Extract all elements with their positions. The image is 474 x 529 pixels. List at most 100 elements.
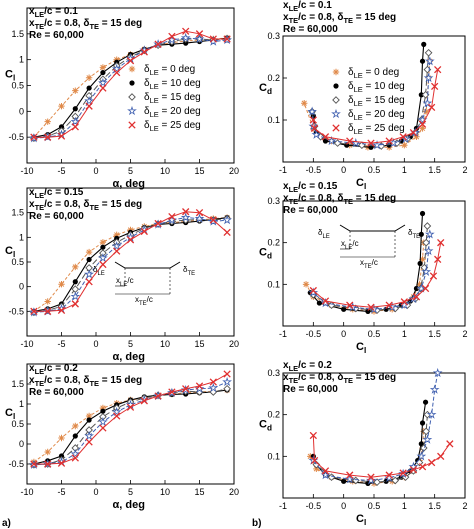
data-point — [44, 448, 51, 456]
data-point — [44, 298, 51, 305]
data-point — [182, 385, 190, 393]
data-point — [195, 209, 204, 217]
data-point — [391, 476, 400, 485]
data-point — [168, 212, 176, 221]
data-point — [100, 69, 106, 76]
y-axis-label: Cd​ — [259, 82, 272, 96]
y-tick-label: -0.5 — [8, 306, 24, 316]
y-tick-label: 0.1 — [267, 115, 280, 125]
data-point — [446, 440, 454, 448]
series-25-deg — [30, 370, 231, 468]
data-point — [408, 461, 419, 471]
data-point — [385, 301, 393, 309]
data-point — [168, 32, 176, 41]
xle-label: xLE​/c — [116, 276, 134, 288]
y-tick-label: 0.3 — [267, 31, 280, 41]
data-point — [126, 236, 135, 244]
legend-marker — [129, 80, 135, 86]
series-20-deg — [308, 229, 435, 314]
data-point — [84, 269, 94, 279]
data-point — [180, 212, 191, 222]
data-point — [72, 422, 79, 430]
x-tick-label: -10 — [20, 166, 33, 176]
chart-b3: -1 -0.5 0 0.5 1 1.5 2 0.1 0.2 0.3 Cl​ Cd​ xLE​/c = 0… — [259, 360, 468, 527]
data-point — [373, 478, 381, 487]
legend-entry: δLE​ = 15 deg — [348, 95, 405, 108]
x-tick-label: 5 — [128, 166, 133, 176]
data-point — [370, 308, 378, 315]
x-axis-label: Cl​ — [356, 341, 366, 355]
annotation-line: xTE​/c = 0.8, δTE​ = 15 deg — [29, 18, 142, 31]
x-tick-label: 0 — [341, 329, 346, 339]
series-25-deg — [30, 208, 231, 315]
annotation-line: xTE​/c = 0.8, δTE​ = 15 deg — [283, 193, 396, 206]
data-point — [113, 247, 121, 255]
data-point — [309, 431, 317, 440]
data-point — [194, 213, 205, 223]
data-point — [399, 469, 407, 477]
y-tick-label: 0.2 — [267, 238, 280, 248]
data-point — [367, 473, 375, 481]
legend-marker — [333, 83, 339, 89]
x-tick-label: -5 — [57, 166, 65, 176]
x-tick-label: 0 — [341, 501, 346, 511]
series-line — [33, 37, 228, 139]
data-point — [85, 248, 93, 256]
series-25-deg — [309, 65, 442, 147]
data-point — [71, 123, 79, 131]
x-tick-label: 0.5 — [368, 501, 381, 511]
data-point — [113, 68, 121, 77]
data-point — [370, 480, 378, 487]
data-point — [99, 239, 107, 246]
x-tick-label: 5 — [128, 487, 133, 497]
data-point — [58, 281, 65, 288]
data-point — [70, 116, 81, 126]
series-25-deg — [30, 27, 231, 141]
data-point — [209, 216, 217, 224]
xle-label: xLE​/c — [341, 239, 359, 251]
data-point — [223, 370, 231, 378]
y-tick-label: -0.5 — [8, 459, 24, 469]
x-tick-label: 20 — [229, 339, 239, 349]
legend-entry: δLE​ = 25 deg — [348, 123, 405, 136]
data-point — [70, 448, 81, 459]
data-point — [418, 463, 427, 471]
data-point — [182, 27, 190, 35]
data-point — [154, 219, 162, 228]
data-point — [86, 256, 92, 263]
y-tick-label: 0.5 — [11, 419, 24, 429]
data-point — [422, 434, 433, 444]
data-point — [30, 460, 38, 468]
data-point — [367, 139, 375, 147]
data-point — [57, 132, 66, 140]
y-axis-label: Cl​ — [5, 69, 15, 83]
data-point — [372, 140, 382, 150]
data-point — [222, 376, 232, 387]
data-point — [307, 453, 314, 460]
data-point — [426, 409, 437, 419]
x-tick-label: 20 — [229, 166, 239, 176]
data-point — [140, 227, 148, 236]
data-point — [125, 232, 136, 242]
annotation-line: xLE​/c = 0.1 — [29, 6, 78, 19]
series-line — [312, 242, 442, 308]
data-point — [309, 286, 317, 295]
data-point — [111, 63, 122, 74]
legend-entry: δLE​ = 20 deg — [348, 109, 405, 122]
x-tick-label: 10 — [160, 487, 170, 497]
x-tick-label: -10 — [20, 487, 33, 497]
legend-entry: δLE​ = 10 deg — [144, 78, 201, 91]
data-point — [310, 124, 319, 133]
data-point — [316, 300, 322, 306]
x-tick-label: 2 — [462, 501, 467, 511]
data-point — [389, 306, 396, 313]
y-tick-label: 1.5 — [11, 379, 24, 389]
chart-a3: -10 -5 0 5 10 15 20 -0.5 0 0.5 1 1.5 α, deg Cl​ xLE​/c… — [5, 363, 239, 511]
legend-marker — [332, 124, 340, 132]
data-point — [349, 306, 356, 313]
annotation-line: Re = 60,000 — [29, 30, 84, 41]
y-tick-label: 0 — [19, 439, 24, 449]
data-point — [346, 301, 354, 309]
legend-marker — [332, 68, 340, 76]
